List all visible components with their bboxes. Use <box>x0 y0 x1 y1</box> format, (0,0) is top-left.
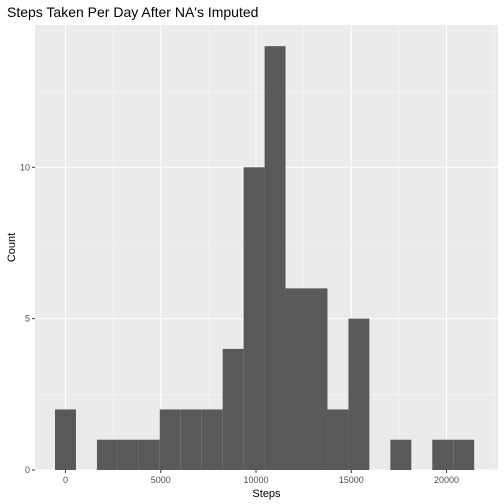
histogram-bar <box>285 288 307 470</box>
histogram-bar <box>159 409 181 470</box>
histogram-bar <box>432 439 454 470</box>
y-tick-label: 0 <box>25 465 30 475</box>
y-tick-label: 5 <box>25 314 30 324</box>
histogram-bar <box>55 409 76 470</box>
x-tick-label: 0 <box>63 475 68 485</box>
x-tick-label: 15000 <box>339 475 364 485</box>
y-axis-title: Count <box>6 233 18 262</box>
histogram-bar <box>96 439 118 470</box>
x-tick-label: 5000 <box>151 475 171 485</box>
histogram-bar <box>264 46 286 470</box>
histogram-bar <box>117 439 139 470</box>
y-axis-ticks: 0 5 10 <box>20 162 35 475</box>
histogram-bar <box>222 348 244 470</box>
histogram-bar <box>138 439 160 470</box>
histogram-bar <box>180 409 202 470</box>
histogram-bar <box>243 167 265 470</box>
histogram-bar <box>453 439 475 470</box>
x-axis-title: Steps <box>252 488 281 500</box>
histogram-bar <box>201 409 223 470</box>
histogram-bar <box>306 288 328 470</box>
histogram-bar <box>327 409 349 470</box>
y-tick-label: 10 <box>20 162 30 172</box>
x-axis-ticks: 0 5000 10000 15000 20000 <box>63 470 459 485</box>
x-tick-label: 20000 <box>434 475 459 485</box>
histogram-bar <box>390 439 412 470</box>
chart-title: Steps Taken Per Day After NA's Imputed <box>7 4 258 20</box>
histogram-bars <box>55 46 475 470</box>
x-tick-label: 10000 <box>244 475 269 485</box>
histogram-bar <box>348 318 370 470</box>
